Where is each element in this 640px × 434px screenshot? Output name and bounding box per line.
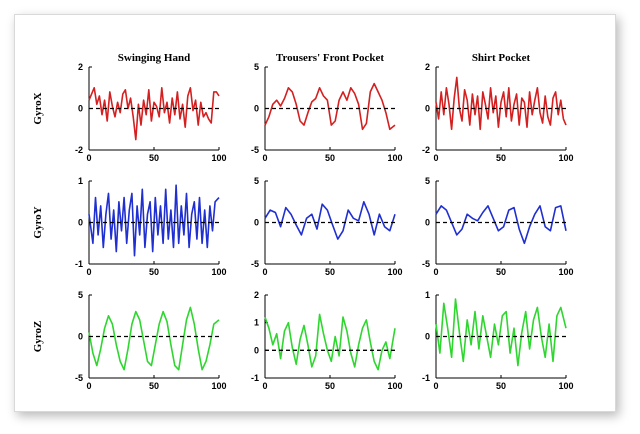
panel-gyroz-swinging-hand-y-tick-label: 5 (78, 290, 83, 300)
panel-gyroz-swinging-hand-y-tick-label: -5 (75, 373, 83, 383)
panel-gyrox-swinging-hand-signal-line (88, 87, 220, 141)
panel-gyroy-swinging-hand-y-tick-label: -1 (75, 259, 83, 269)
panel-gyrox-swinging-hand-y-tick-label: 2 (78, 62, 83, 72)
panel-gyroy-trousers-front-pocket-x-tick-label: 0 (262, 267, 267, 277)
panel-gyroz-swinging-hand-x-tick-label: 0 (86, 381, 91, 391)
panel-gyroz-trousers-front-pocket-y-tick-label: 0 (254, 345, 259, 355)
panel-gyrox-trousers-front-pocket-y-tick-label: -5 (251, 145, 259, 155)
panel-gyrox-shirt-pocket-x-tick-label: 0 (433, 153, 438, 163)
panel-gyroz-shirt-pocket-y-tick-label: -1 (422, 373, 430, 383)
panel-gyroy-trousers-front-pocket-x-tick-label: 100 (387, 267, 402, 277)
panel-gyroz-swinging-hand-signal-line (88, 306, 220, 371)
panel-gyroy-shirt-pocket-y-tick-label: -5 (422, 259, 430, 269)
panel-gyroy-trousers-front-pocket-y-tick-label: 5 (254, 176, 259, 186)
panel-gyroz-shirt-pocket-signal-line (435, 298, 567, 367)
panel-gyroy-shirt-pocket-x-tick-label: 0 (433, 267, 438, 277)
panel-gyroy-shirt-pocket-signal-line (435, 205, 567, 245)
row-label-gyroz: GyroZ (32, 321, 44, 353)
panel-gyrox-shirt-pocket-signal-line (435, 76, 567, 131)
panel-gyroy-trousers-front-pocket-y-tick-label: -5 (251, 259, 259, 269)
panel-gyroz-swinging-hand-x-tick-label: 50 (149, 381, 159, 391)
panel-gyroz-shirt-pocket-x-tick-label: 50 (496, 381, 506, 391)
panel-gyroz-shirt-pocket-x-tick-label: 100 (558, 381, 573, 391)
panel-gyroz-trousers-front-pocket-x-tick-label: 0 (262, 381, 267, 391)
panel-gyrox-shirt-pocket-y-tick-label: 0 (425, 104, 430, 114)
panel-gyroy-trousers-front-pocket-x-tick-label: 50 (325, 267, 335, 277)
panel-gyroy-swinging-hand-x-tick-label: 50 (149, 267, 159, 277)
panel-gyrox-swinging-hand-x-tick-label: 0 (86, 153, 91, 163)
panel-gyrox-shirt-pocket-x-tick-label: 50 (496, 153, 506, 163)
panel-gyroy-swinging-hand-x-tick-label: 100 (211, 267, 226, 277)
panel-gyroy-shirt-pocket-y-tick-label: 5 (425, 176, 430, 186)
panel-gyroy-shirt-pocket-x-tick-label: 50 (496, 267, 506, 277)
panel-gyroy-trousers-front-pocket-signal-line (264, 201, 396, 240)
panel-gyroz-trousers-front-pocket-x-tick-label: 50 (325, 381, 335, 391)
panel-gyroz-trousers-front-pocket-signal-line (264, 313, 396, 371)
figure-frame: Swinging Hand Trousers' Front Pocket Shirt… (14, 14, 616, 412)
panel-gyrox-swinging-hand-x-tick-label: 100 (211, 153, 226, 163)
panel-gyroy-swinging-hand-y-tick-label: 1 (78, 176, 83, 186)
panel-gyrox-trousers-front-pocket-y-tick-label: 0 (254, 104, 259, 114)
panel-gyrox-shirt-pocket-y-tick-label: -2 (422, 145, 430, 155)
panel-gyroy-swinging-hand-y-tick-label: 0 (78, 218, 83, 228)
panel-gyrox-swinging-hand-y-tick-label: 0 (78, 104, 83, 114)
panel-gyrox-swinging-hand-x-tick-label: 50 (149, 153, 159, 163)
panel-gyrox-trousers-front-pocket-signal-line (264, 82, 396, 131)
panel-gyrox-trousers-front-pocket-x-tick-label: 100 (387, 153, 402, 163)
row-label-gyrox: GyroX (32, 92, 44, 124)
gyroscope-chart-grid: Swinging Hand Trousers' Front Pocket Shirt… (32, 52, 574, 391)
panel-gyroz-trousers-front-pocket-y-tick-label: 1 (254, 318, 259, 328)
panel-gyroz-trousers-front-pocket-x-tick-label: 100 (387, 381, 402, 391)
column-title-swinging-hand: Swinging Hand (118, 52, 190, 64)
panel-gyroy-shirt-pocket-y-tick-label: 0 (425, 218, 430, 228)
panel-gyroz-trousers-front-pocket-y-tick-label: 2 (254, 290, 259, 300)
panel-gyrox-swinging-hand-y-tick-label: -2 (75, 145, 83, 155)
panel-gyroz-swinging-hand-y-tick-label: 0 (78, 332, 83, 342)
column-title-trousers-front-pocket: Trousers' Front Pocket (276, 52, 384, 64)
panel-gyroz-shirt-pocket-y-tick-label: 0 (425, 332, 430, 342)
panel-gyrox-shirt-pocket-y-tick-label: 2 (425, 62, 430, 72)
panel-gyroz-shirt-pocket-y-tick-label: 1 (425, 290, 430, 300)
panel-gyroz-shirt-pocket-x-tick-label: 0 (433, 381, 438, 391)
panel-gyroy-swinging-hand-x-tick-label: 0 (86, 267, 91, 277)
column-title-shirt-pocket: Shirt Pocket (472, 52, 531, 64)
panel-gyroy-shirt-pocket-x-tick-label: 100 (558, 267, 573, 277)
panel-gyroy-trousers-front-pocket-y-tick-label: 0 (254, 218, 259, 228)
panel-gyrox-shirt-pocket-x-tick-label: 100 (558, 153, 573, 163)
panel-gyrox-trousers-front-pocket-y-tick-label: 5 (254, 62, 259, 72)
panel-gyroz-trousers-front-pocket-y-tick-label: -1 (251, 373, 259, 383)
row-label-gyroy: GyroY (32, 206, 44, 238)
panel-gyroy-swinging-hand-signal-line (88, 184, 220, 257)
panel-gyroz-swinging-hand-x-tick-label: 100 (211, 381, 226, 391)
panel-gyrox-trousers-front-pocket-x-tick-label: 0 (262, 153, 267, 163)
panel-gyrox-trousers-front-pocket-x-tick-label: 50 (325, 153, 335, 163)
